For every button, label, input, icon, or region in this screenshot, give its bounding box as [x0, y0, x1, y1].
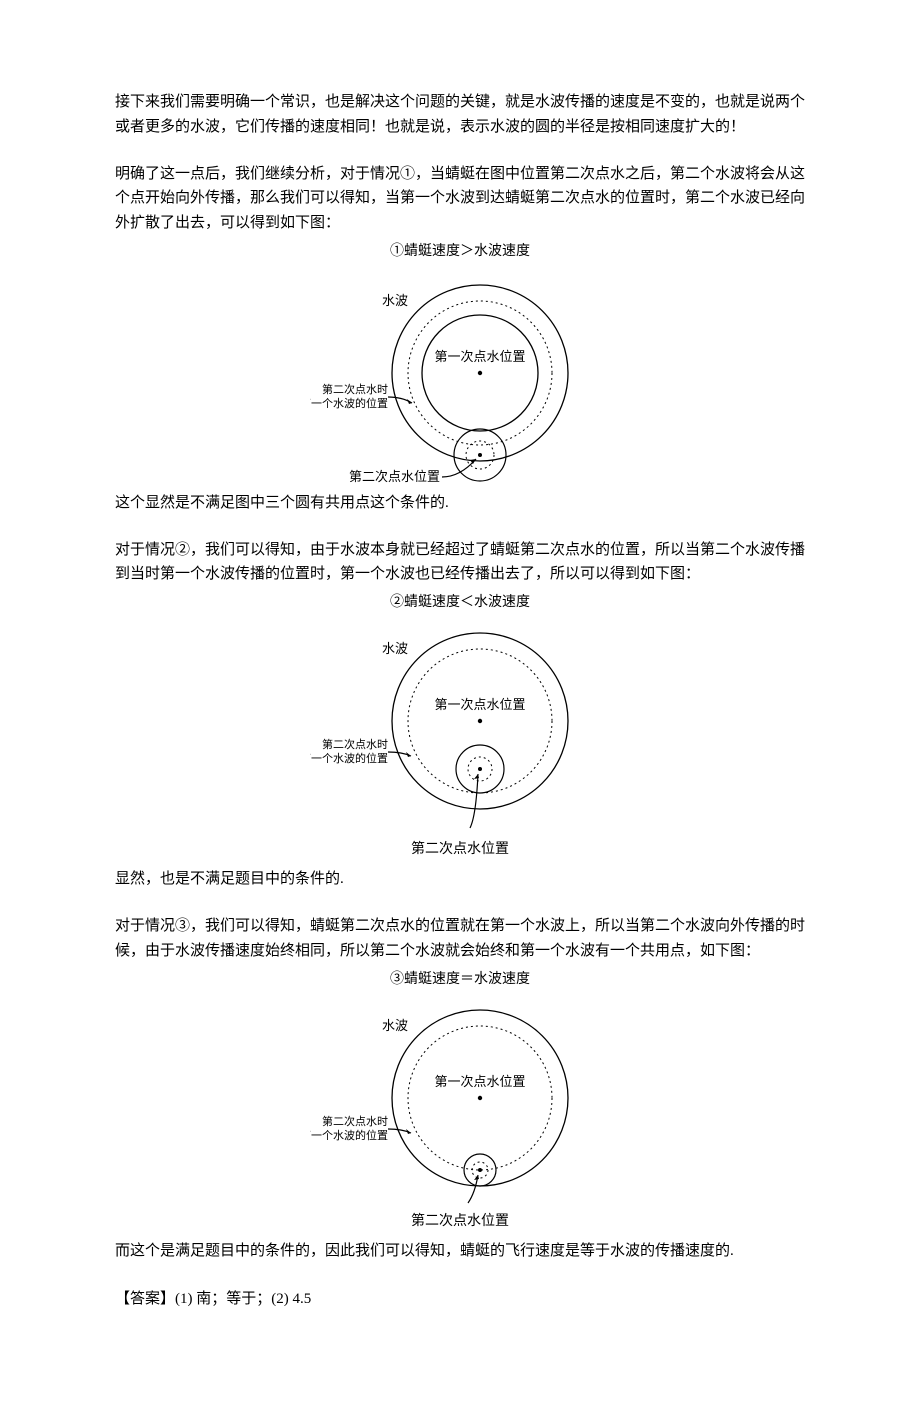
fig3-left-label1: 第二次点水时	[322, 1114, 388, 1128]
fig2-center-label: 第一次点水位置	[434, 697, 525, 712]
paragraph-case3-conclusion: 而这个是满足题目中的条件的，因此我们可以得知，蜻蜓的飞行速度是等于水波的传播速度…	[115, 1239, 805, 1264]
figure-case3: ③蜻蜓速度＝水波速度 第一次点水位置 水波 第二次点水时 第一个水波的位置 第二…	[115, 968, 805, 1233]
answer-line: 【答案】(1) 南；等于；(2) 4.5	[115, 1287, 805, 1312]
paragraph-case2-conclusion: 显然，也是不满足题目中的条件的.	[115, 867, 805, 892]
fig2-left-label1: 第二次点水时	[322, 737, 388, 751]
paragraph-intro: 接下来我们需要明确一个常识，也是解决这个问题的关键，就是水波传播的速度是不变的，…	[115, 90, 805, 140]
paragraph-case1-conclusion: 这个显然是不满足图中三个圆有共用点这个条件的.	[115, 491, 805, 516]
fig1-wave-label: 水波	[382, 293, 408, 308]
fig2-wave-label: 水波	[382, 641, 408, 656]
fig3-center-label: 第一次点水位置	[434, 1074, 525, 1089]
fig3-wave-label: 水波	[382, 1018, 408, 1033]
figure2-bottom-label: 第二次点水位置	[411, 838, 509, 861]
figure2-title: ②蜻蜓速度＜水波速度	[390, 591, 530, 614]
paragraph-case1: 明确了这一点后，我们继续分析，对于情况①，当蜻蜓在图中位置第二次点水之后，第二个…	[115, 162, 805, 236]
fig1-bottom-label: 第二次点水位置	[349, 469, 440, 484]
fig1-left-label1: 第二次点水时	[322, 382, 388, 396]
fig3-left-label2: 第一个水波的位置	[310, 1128, 388, 1142]
figure-case1: ①蜻蜓速度＞水波速度 第一次点水位置 水波 第二次点水时 第一个水波的位置	[115, 240, 805, 485]
paragraph-case3: 对于情况③，我们可以得知，蜻蜓第二次点水的位置就在第一个水波上，所以当第二个水波…	[115, 914, 805, 964]
paragraph-case2: 对于情况②，我们可以得知，由于水波本身就已经超过了蜻蜓第二次点水的位置，所以当第…	[115, 538, 805, 588]
fig1-left-label2: 第一个水波的位置	[310, 396, 388, 410]
figure-case2: ②蜻蜓速度＜水波速度 第一次点水位置 水波 第二次点水时 第一个水波的位置 第二…	[115, 591, 805, 861]
figure3-title: ③蜻蜓速度＝水波速度	[390, 968, 530, 991]
figure1-svg: 第一次点水位置 水波 第二次点水时 第一个水波的位置 第二次点水位置	[310, 265, 610, 485]
figure3-svg: 第一次点水位置 水波 第二次点水时 第一个水波的位置	[310, 993, 610, 1208]
fig2-left-label2: 第一个水波的位置	[310, 751, 388, 765]
fig1-center-label: 第一次点水位置	[434, 349, 525, 364]
figure1-title: ①蜻蜓速度＞水波速度	[390, 240, 530, 263]
figure2-svg: 第一次点水位置 水波 第二次点水时 第一个水波的位置	[310, 616, 610, 836]
figure3-bottom-label: 第二次点水位置	[411, 1210, 509, 1233]
